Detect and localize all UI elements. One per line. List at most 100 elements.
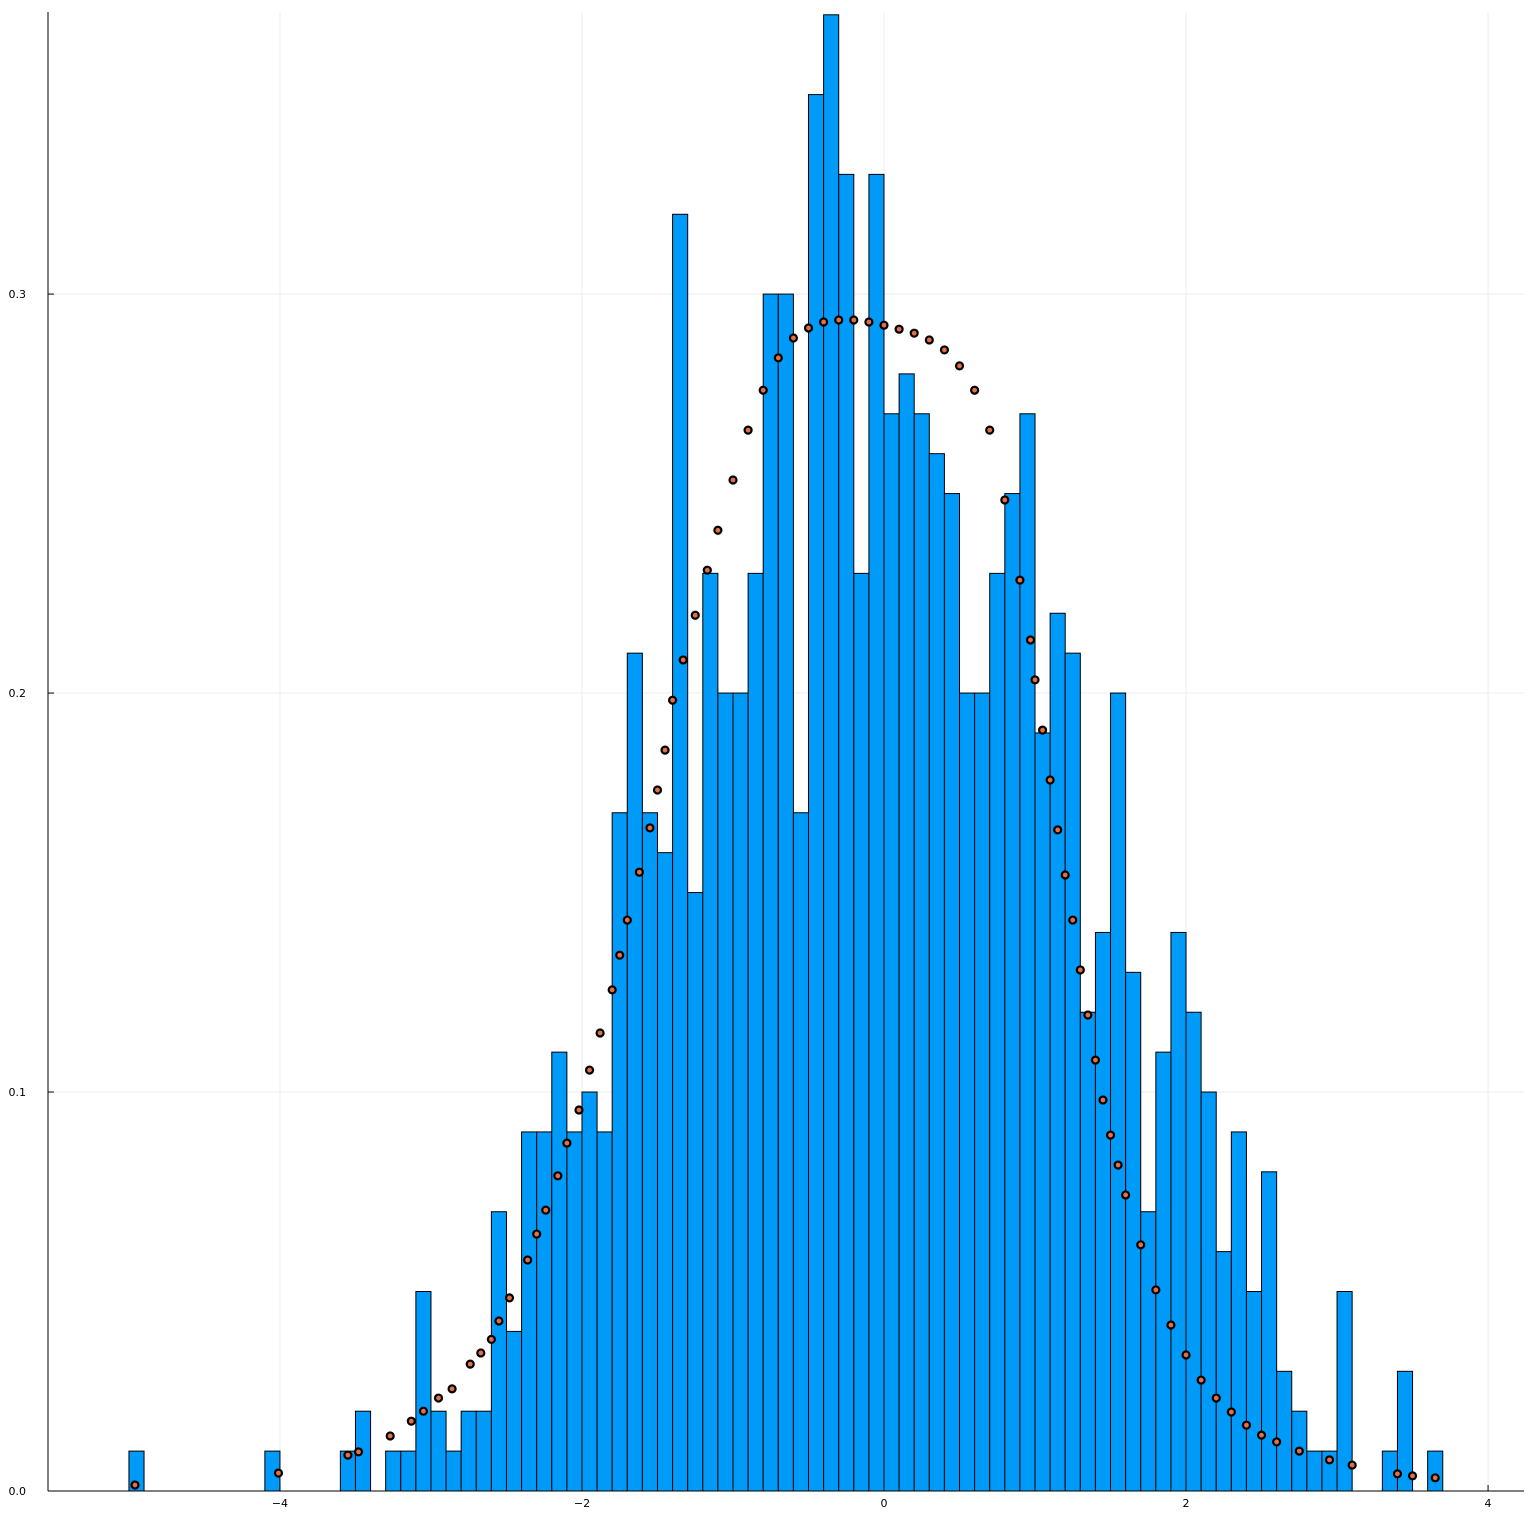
bar xyxy=(385,1450,402,1492)
bar xyxy=(415,1291,432,1492)
point xyxy=(486,1334,496,1344)
bar xyxy=(1230,1131,1247,1492)
x-tick-label: 2 xyxy=(1183,1497,1190,1510)
bar xyxy=(989,572,1006,1492)
point xyxy=(894,324,904,334)
bar xyxy=(460,1410,477,1492)
bar xyxy=(1427,1450,1444,1492)
bar xyxy=(1306,1450,1323,1492)
point xyxy=(1053,825,1063,835)
tick-labels: −4 −2 0 2 4 0.0 0.1 0.2 0.3 xyxy=(9,288,1492,1510)
bar xyxy=(1215,1251,1232,1492)
point xyxy=(803,323,814,333)
point xyxy=(713,525,723,535)
point xyxy=(273,1468,284,1478)
bar xyxy=(1019,413,1036,1492)
point xyxy=(607,985,617,995)
point xyxy=(1105,1130,1116,1140)
point xyxy=(1083,1010,1093,1020)
bar xyxy=(943,493,961,1492)
bar xyxy=(400,1450,417,1492)
point xyxy=(645,823,655,833)
y-tick-label: 0.1 xyxy=(9,1086,27,1099)
point xyxy=(1037,725,1048,735)
point xyxy=(758,385,768,395)
points xyxy=(130,315,1440,1490)
point xyxy=(690,610,700,620)
point xyxy=(1045,775,1055,785)
point xyxy=(1256,1430,1267,1440)
bar xyxy=(581,1091,598,1492)
bar xyxy=(883,413,900,1492)
bar xyxy=(959,692,976,1492)
point xyxy=(343,1450,353,1460)
point xyxy=(1211,1393,1221,1403)
point xyxy=(652,785,663,795)
point xyxy=(385,1431,395,1441)
point xyxy=(447,1384,457,1394)
point xyxy=(353,1447,364,1457)
point xyxy=(909,328,919,338)
point xyxy=(541,1205,551,1215)
point xyxy=(819,317,829,327)
bar xyxy=(747,572,764,1492)
bar xyxy=(762,293,779,1492)
bar xyxy=(792,812,810,1492)
point xyxy=(1075,965,1085,975)
bar xyxy=(898,373,915,1492)
y-tick-label: 0.2 xyxy=(9,687,27,700)
bar xyxy=(1200,1091,1217,1492)
point xyxy=(1392,1469,1403,1479)
bar xyxy=(1125,971,1142,1492)
bar xyxy=(1110,692,1127,1492)
bar xyxy=(490,1211,507,1492)
point xyxy=(743,425,753,435)
bar xyxy=(656,852,674,1492)
bar xyxy=(1004,493,1021,1492)
point xyxy=(1407,1471,1418,1481)
point xyxy=(615,950,625,960)
point xyxy=(678,655,688,665)
bar xyxy=(838,173,855,1492)
point xyxy=(553,1171,563,1181)
point xyxy=(1166,1320,1176,1330)
y-tick-label: 0.3 xyxy=(9,288,27,301)
point xyxy=(1324,1455,1335,1465)
point xyxy=(667,695,678,705)
point xyxy=(864,317,874,327)
bar xyxy=(687,892,704,1492)
bar xyxy=(611,812,628,1492)
point xyxy=(1136,1240,1146,1250)
bar xyxy=(505,1330,523,1492)
point xyxy=(1226,1407,1236,1417)
bar xyxy=(823,14,840,1492)
bar xyxy=(1049,612,1066,1492)
bar xyxy=(521,1131,538,1492)
point xyxy=(130,1480,140,1490)
point xyxy=(1181,1350,1191,1360)
point xyxy=(1151,1285,1161,1295)
bar xyxy=(1170,931,1187,1492)
bar xyxy=(928,453,945,1492)
point xyxy=(476,1348,486,1358)
point xyxy=(1000,495,1010,505)
point xyxy=(1294,1446,1304,1456)
bar xyxy=(913,413,930,1492)
y-tick-label: 0.0 xyxy=(9,1485,27,1498)
bar xyxy=(672,213,689,1492)
bar xyxy=(641,812,658,1492)
point xyxy=(622,915,632,925)
x-tick-label: 4 xyxy=(1485,1497,1492,1510)
bar xyxy=(1155,1051,1172,1492)
point xyxy=(433,1393,444,1403)
bar xyxy=(430,1410,447,1492)
point xyxy=(584,1065,595,1075)
bar xyxy=(974,692,991,1492)
point xyxy=(465,1359,475,1369)
bar xyxy=(732,692,749,1492)
point xyxy=(494,1316,504,1326)
point xyxy=(406,1416,416,1426)
point xyxy=(1196,1375,1206,1385)
point xyxy=(1430,1473,1440,1483)
point xyxy=(504,1293,515,1303)
